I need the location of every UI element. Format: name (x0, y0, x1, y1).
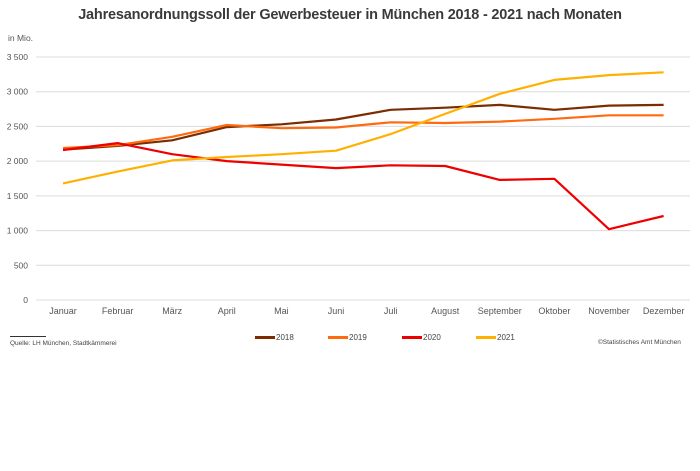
gridlines (36, 56, 690, 301)
series-line-2020 (62, 142, 664, 231)
x-tick-label: März (162, 306, 182, 316)
y-tick-label: 2 500 (7, 121, 29, 131)
legend-label: 2020 (423, 333, 441, 342)
x-tick-label: August (431, 306, 460, 316)
legend-label: 2019 (349, 333, 367, 342)
x-tick-label: Mai (274, 306, 289, 316)
x-axis-ticks: Januar Februar März April Mai Juni Juli August S… (49, 306, 684, 316)
y-tick-label: 500 (14, 260, 28, 270)
x-tick-label: Januar (49, 306, 77, 316)
series-lines (62, 71, 664, 231)
legend-item-2019: 2019 (328, 333, 367, 342)
series-line-2021 (62, 71, 664, 185)
legend-item-2020: 2020 (402, 333, 441, 342)
legend-label: 2018 (276, 333, 294, 342)
y-tick-label: 1 000 (7, 226, 29, 236)
x-tick-label: Dezember (643, 306, 685, 316)
x-tick-label: November (588, 306, 630, 316)
legend-swatch (328, 336, 348, 339)
x-tick-label: Februar (102, 306, 134, 316)
legend-swatch (476, 336, 496, 339)
series-line-2018 (62, 103, 664, 151)
y-tick-label: 3 500 (7, 52, 29, 62)
y-tick-label: 1 500 (7, 191, 29, 201)
y-tick-label: 2 000 (7, 156, 29, 166)
legend-label: 2021 (497, 333, 515, 342)
x-tick-label: April (218, 306, 236, 316)
y-tick-label: 0 (23, 295, 28, 305)
series-line-2019 (62, 114, 664, 150)
legend-item-2021: 2021 (476, 333, 515, 342)
y-axis-unit-label: in Mio. (8, 33, 34, 43)
source-divider (10, 336, 46, 337)
x-tick-label: Juni (328, 306, 345, 316)
x-tick-label: Juli (384, 306, 398, 316)
y-tick-label: 3 000 (7, 87, 29, 97)
y-axis-ticks: 0 500 1 000 1 500 2 000 2 500 3 000 3 500 (7, 52, 29, 305)
source-note: Quelle: LH München, Stadtkämmerei (10, 340, 117, 347)
legend-item-2018: 2018 (255, 333, 294, 342)
chart-title: Jahresanordnungssoll der Gewerbesteuer i… (78, 7, 622, 23)
legend-swatch (255, 336, 275, 339)
copyright-note: ©Statistisches Amt München (598, 339, 681, 346)
x-tick-label: Oktober (538, 306, 570, 316)
x-tick-label: September (478, 306, 522, 316)
legend-swatch (402, 336, 422, 339)
